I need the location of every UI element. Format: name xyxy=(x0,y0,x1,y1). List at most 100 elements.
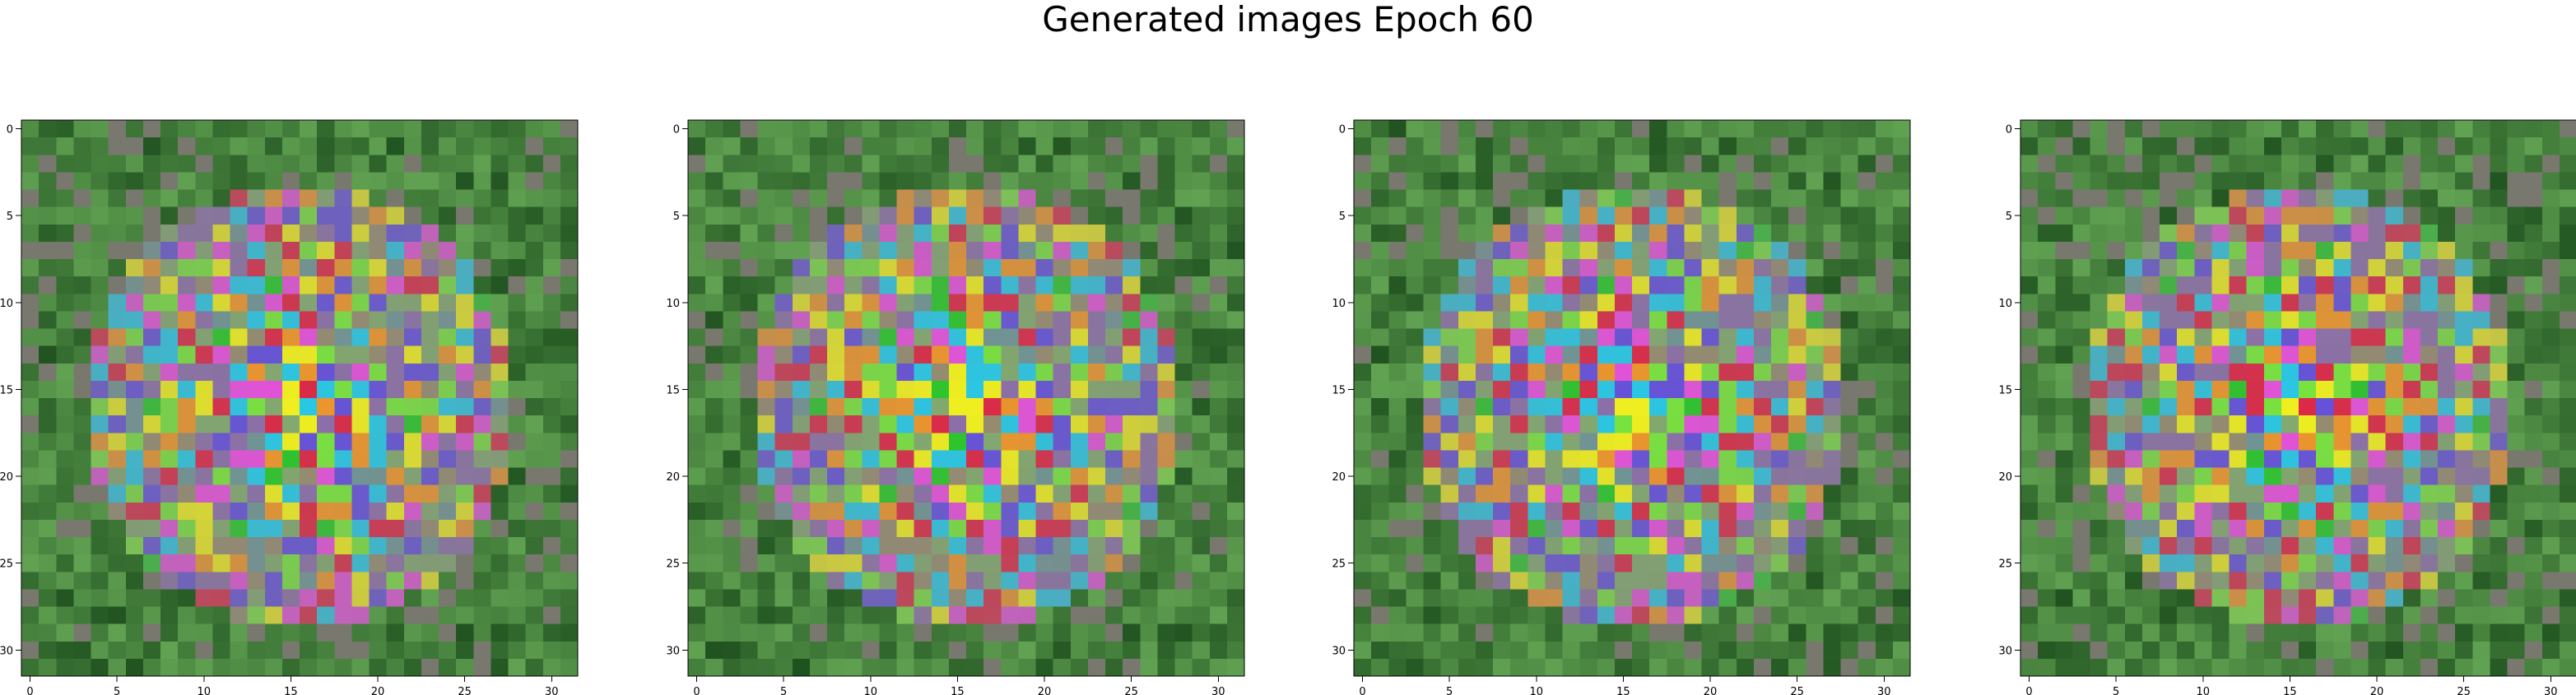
image-pixel xyxy=(56,398,74,416)
image-pixel xyxy=(1192,502,1211,521)
image-pixel xyxy=(1070,120,1089,138)
image-pixel xyxy=(2368,658,2387,677)
image-pixel xyxy=(2402,155,2421,173)
image-pixel xyxy=(2263,467,2282,486)
image-pixel xyxy=(2177,537,2195,555)
image-pixel xyxy=(723,241,741,260)
y-tick-label: 20 xyxy=(0,471,13,484)
image-pixel xyxy=(525,450,544,468)
image-pixel xyxy=(844,311,863,329)
image-pixel xyxy=(1157,554,1175,572)
image-pixel xyxy=(740,623,758,642)
image-pixel xyxy=(39,311,57,329)
image-pixel xyxy=(334,311,352,329)
image-pixel xyxy=(931,467,950,486)
image-pixel xyxy=(369,120,388,138)
image-pixel xyxy=(1614,606,1633,625)
image-pixel xyxy=(844,537,863,555)
image-pixel xyxy=(2038,554,2056,572)
image-pixel xyxy=(491,572,509,590)
image-pixel xyxy=(230,450,249,468)
image-pixel xyxy=(2507,241,2526,260)
image-pixel xyxy=(2038,137,2056,155)
image-pixel xyxy=(2524,137,2543,155)
image-pixel xyxy=(73,155,91,173)
image-pixel xyxy=(792,328,811,347)
image-pixel xyxy=(1649,224,1667,243)
image-pixel xyxy=(1209,172,1228,190)
image-pixel xyxy=(2490,189,2508,208)
image-pixel xyxy=(108,641,127,660)
image-pixel xyxy=(1406,623,1424,642)
image-pixel xyxy=(21,658,40,677)
image-pixel xyxy=(1226,484,1245,503)
image-pixel xyxy=(142,294,161,312)
image-pixel xyxy=(1174,484,1193,503)
image-pixel xyxy=(1018,276,1036,294)
image-pixel xyxy=(1701,328,1720,347)
image-pixel xyxy=(1562,172,1581,190)
image-pixel xyxy=(1209,502,1228,521)
image-pixel xyxy=(1406,502,1424,521)
image-pixel xyxy=(1806,484,1824,503)
image-pixel xyxy=(792,641,811,660)
image-pixel xyxy=(2177,658,2195,677)
image-pixel xyxy=(1354,554,1372,572)
image-pixel xyxy=(757,224,776,243)
image-pixel xyxy=(351,484,370,503)
image-pixel xyxy=(2490,345,2508,364)
image-pixel xyxy=(1371,589,1389,607)
image-pixel xyxy=(542,206,561,225)
image-pixel xyxy=(386,415,405,433)
image-pixel xyxy=(281,572,300,590)
image-pixel xyxy=(142,433,161,451)
image-pixel xyxy=(334,345,352,364)
image-pixel xyxy=(1840,294,1859,312)
image-pixel xyxy=(2455,415,2473,433)
image-pixel xyxy=(705,415,723,433)
image-pixel xyxy=(160,450,179,468)
image-pixel xyxy=(774,398,793,416)
image-pixel xyxy=(300,363,318,382)
image-pixel xyxy=(281,137,300,155)
image-pixel xyxy=(1701,155,1720,173)
image-pixel xyxy=(542,537,561,555)
image-pixel xyxy=(1527,484,1546,503)
image-pixel xyxy=(73,311,91,329)
image-pixel xyxy=(1035,433,1054,451)
image-pixel xyxy=(1875,484,1894,503)
image-pixel xyxy=(247,606,266,625)
image-pixel xyxy=(2038,363,2056,382)
image-pixel xyxy=(1684,623,1702,642)
image-pixel xyxy=(2281,380,2299,399)
image-pixel xyxy=(300,224,318,243)
image-pixel xyxy=(2333,259,2351,277)
image-pixel xyxy=(491,172,509,190)
image-pixel xyxy=(914,658,932,677)
image-pixel xyxy=(2194,363,2212,382)
image-pixel xyxy=(1736,137,1755,155)
image-pixel xyxy=(1209,606,1228,625)
image-pixel xyxy=(1892,294,1911,312)
image-pixel xyxy=(403,189,422,208)
image-pixel xyxy=(2160,259,2178,277)
image-pixel xyxy=(2472,311,2490,329)
image-pixel xyxy=(1753,433,1772,451)
image-pixel xyxy=(2524,450,2543,468)
image-pixel xyxy=(688,224,706,243)
image-pixel xyxy=(2090,155,2109,173)
image-pixel xyxy=(1527,554,1546,572)
image-pixel xyxy=(369,467,388,486)
image-pixel xyxy=(1806,206,1824,225)
image-pixel xyxy=(2055,484,2073,503)
image-pixel xyxy=(39,537,57,555)
image-pixel xyxy=(21,641,40,660)
image-pixel xyxy=(247,554,266,572)
image-pixel xyxy=(2020,433,2039,451)
image-pixel xyxy=(1035,259,1054,277)
image-pixel xyxy=(2350,206,2369,225)
image-pixel xyxy=(2350,294,2369,312)
image-pixel xyxy=(439,433,457,451)
image-pixel xyxy=(1718,155,1737,173)
image-pixel xyxy=(317,155,335,173)
